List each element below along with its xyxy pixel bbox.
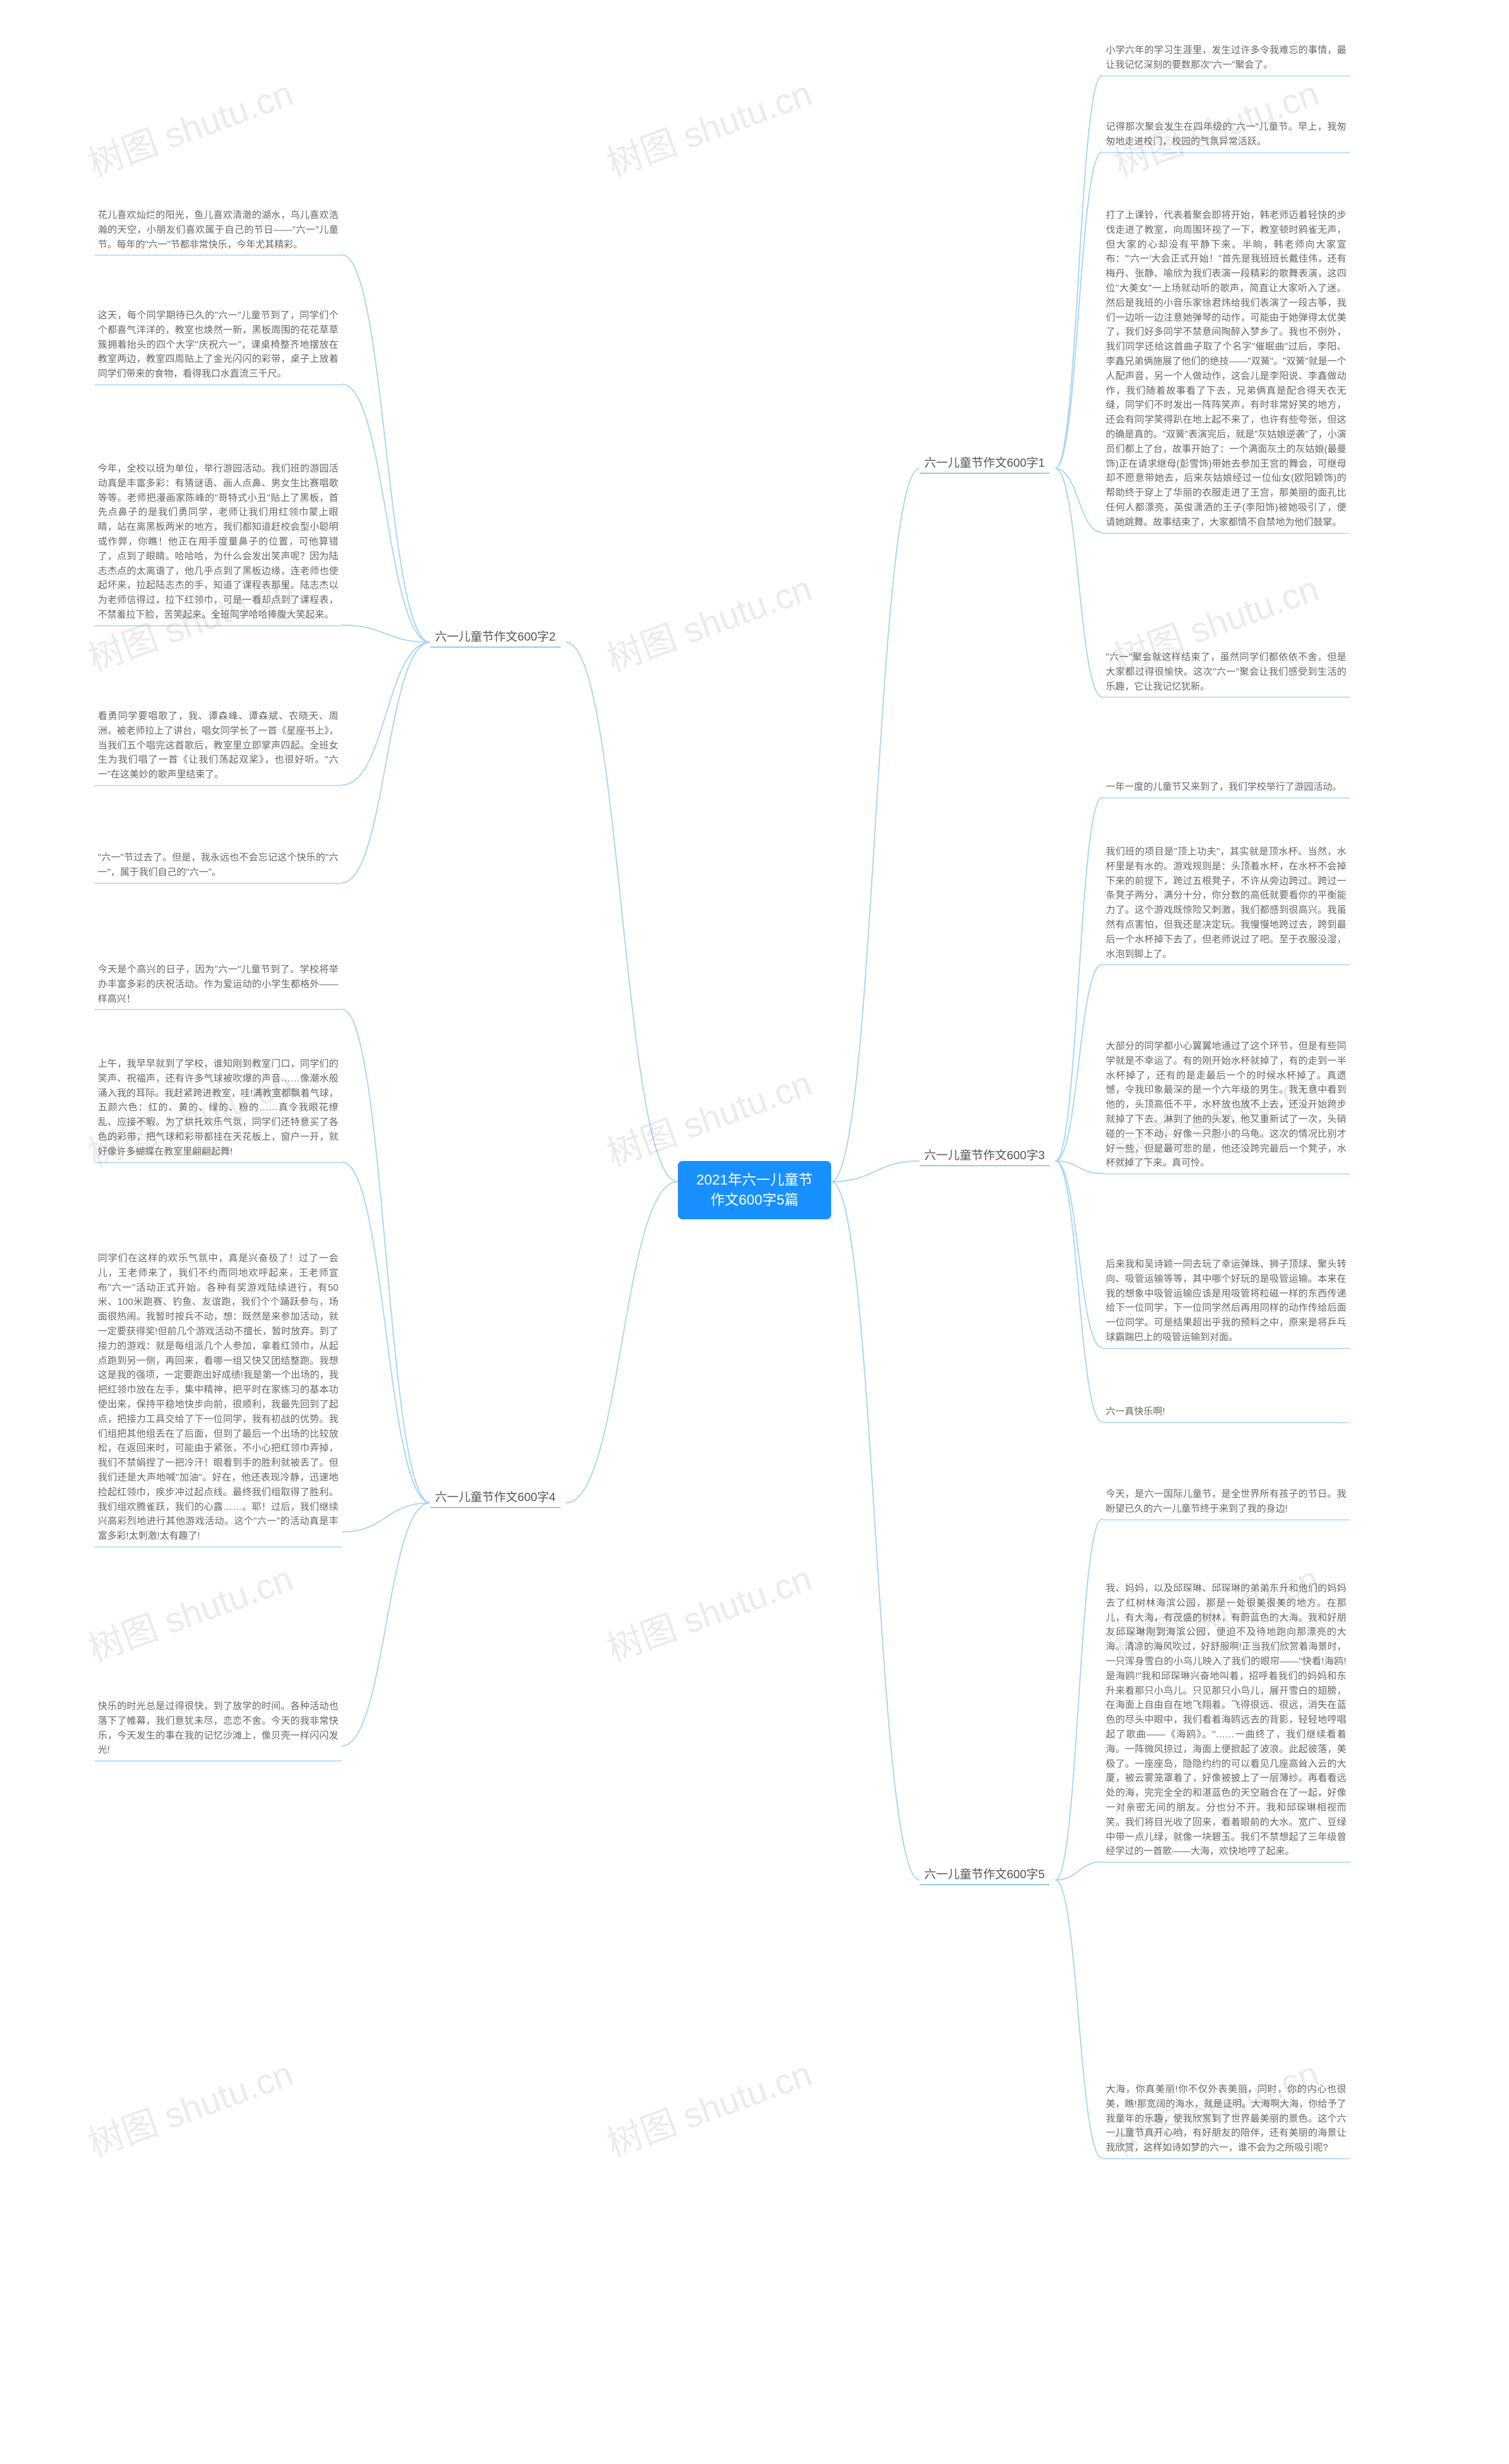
watermark: 树图 shutu.cn [80, 65, 299, 186]
leaf-node: 今年，全校以班为单位，举行游园活动。我们班的游园活动真是丰富多彩：有猜谜语、画人… [94, 460, 342, 626]
watermark: 树图 shutu.cn [599, 2045, 818, 2166]
leaf-node: "六一"聚会就这样结束了，虽然同学们都依依不舍，但是大家都过得很愉快。这次"六一… [1102, 648, 1350, 698]
leaf-node: 六一真快乐啊! [1102, 1403, 1350, 1423]
leaf-node: 小学六年的学习生涯里，发生过许多令我难忘的事情，最让我记忆深刻的要数那次"六一"… [1102, 41, 1350, 77]
leaf-node: 看勇同学要唱歌了，我、谭森峰、谭森斌、农晓天、周洲，被老师拉上了讲台，唱女同学长… [94, 707, 342, 786]
leaf-node: 花儿喜欢灿烂的阳光，鱼儿喜欢清澈的湖水，鸟儿喜欢浩瀚的天空，小朋友们喜欢属于自己… [94, 206, 342, 256]
watermark: 树图 shutu.cn [599, 1550, 818, 1671]
leaf-node: 我、妈妈，以及邱琛琳、邱琛琳的弟弟东升和他们的妈妈去了红树林海滨公园，那是一处很… [1102, 1579, 1350, 1863]
leaf-node: 上午，我早早就到了学校，谁知刚到教室门口，同学们的笑声、祝福声，还有许多气球被吹… [94, 1055, 342, 1163]
watermark: 树图 shutu.cn [599, 1055, 818, 1176]
leaf-node: 今天是个高兴的日子，因为"六一"儿童节到了。学校将举办丰富多彩的庆祝活动。作为爱… [94, 961, 342, 1010]
watermark: 树图 shutu.cn [80, 2045, 299, 2166]
leaf-node: 大海，你真美丽!你不仅外表美丽，同时，你的内心也很美，瞧!那宽阔的海水，就是证明… [1102, 2080, 1350, 2159]
watermark: 树图 shutu.cn [80, 1550, 299, 1671]
child-node-c5: 六一儿童节作文600字5 [920, 1862, 1050, 1885]
center-node: 2021年六一儿童节作文600字5篇 [678, 1161, 831, 1219]
leaf-node: 快乐的时光总是过得很快，到了放学的时间。各种活动也落下了帷幕，我们意犹未尽，恋恋… [94, 1697, 342, 1762]
child-node-c2: 六一儿童节作文600字2 [430, 625, 561, 648]
watermark: 树图 shutu.cn [599, 65, 818, 186]
child-node-c1: 六一儿童节作文600字1 [920, 451, 1050, 474]
watermark: 树图 shutu.cn [599, 560, 818, 681]
leaf-node: 我们班的项目是"顶上功夫"，其实就是顶水杯。当然，水杯里是有水的。游戏规则是：头… [1102, 843, 1350, 965]
leaf-node: 一年一度的儿童节又来到了，我们学校举行了游园活动。 [1102, 778, 1350, 799]
leaf-node: 今天，是六一国际儿童节，是全世界所有孩子的节日。我盼望已久的六一儿童节终于来到了… [1102, 1485, 1350, 1520]
child-node-c4: 六一儿童节作文600字4 [430, 1485, 561, 1508]
leaf-node: 记得那次聚会发生在四年级的"六一"儿童节。早上，我匆匆地走进校门，校园的气氛异常… [1102, 118, 1350, 153]
child-node-c3: 六一儿童节作文600字3 [920, 1143, 1050, 1166]
leaf-node: 打了上课铃，代表着聚会即将开始，韩老师迈着轻快的步伐走进了教室，向周围环视了一下… [1102, 206, 1350, 534]
leaf-node: 后来我和吴诗颖一同去玩了幸运弹珠、狮子顶球、聚头转向、吸管运输等等，其中哪个好玩… [1102, 1255, 1350, 1349]
leaf-node: 同学们在这样的欢乐气氛中，真是兴奋极了！过了一会儿，王老师来了，我们不约而同地欢… [94, 1249, 342, 1548]
leaf-node: 大部分的同学都小心翼翼地通过了这个环节，但是有些同学就是不幸运了。有的刚开始水杯… [1102, 1037, 1350, 1175]
leaf-node: 这天，每个同学期待已久的"六一"儿童节到了，同学们个个都喜气洋洋的，教室也焕然一… [94, 306, 342, 385]
center-title: 2021年六一儿童节作文600字5篇 [696, 1172, 812, 1208]
leaf-node: "六一"节过去了。但是，我永远也不会忘记这个快乐的"六一"，属于我们自己的"六一… [94, 849, 342, 884]
